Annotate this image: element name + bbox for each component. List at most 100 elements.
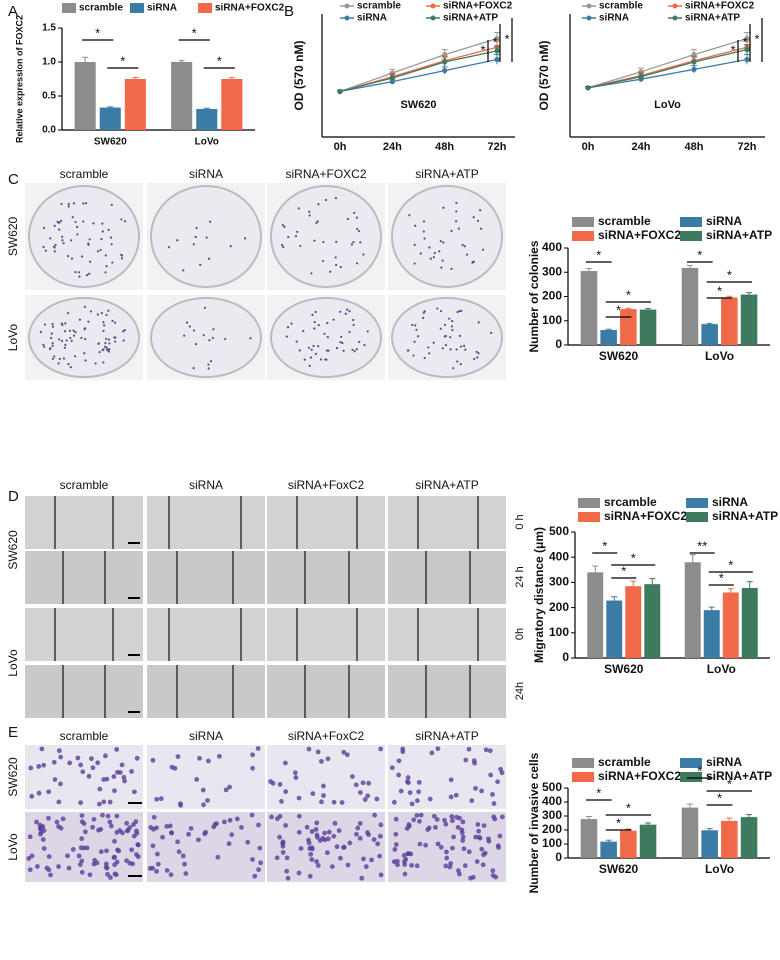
colony bbox=[195, 226, 198, 230]
y-axis-label: OD (570 nM) bbox=[292, 40, 306, 110]
bar bbox=[681, 807, 699, 858]
cell bbox=[435, 746, 441, 752]
cell bbox=[457, 815, 462, 821]
y-tick-label: 100 bbox=[542, 313, 562, 327]
cell bbox=[256, 822, 261, 828]
colony bbox=[114, 340, 117, 343]
cell bbox=[309, 829, 315, 834]
colony bbox=[428, 246, 431, 249]
colony bbox=[53, 355, 56, 358]
colony bbox=[51, 325, 55, 328]
colony bbox=[60, 202, 63, 206]
cell bbox=[130, 861, 136, 867]
cell bbox=[306, 746, 312, 752]
cell bbox=[150, 843, 156, 849]
cell bbox=[52, 777, 58, 782]
colony bbox=[442, 206, 445, 209]
colony bbox=[307, 346, 310, 349]
cell bbox=[56, 824, 61, 829]
cell bbox=[80, 769, 86, 775]
cell bbox=[314, 859, 319, 864]
cell bbox=[497, 833, 503, 839]
cell bbox=[164, 867, 170, 873]
cell bbox=[48, 872, 53, 878]
colony bbox=[414, 224, 417, 227]
cell bbox=[186, 831, 191, 837]
cell bbox=[135, 842, 141, 848]
colony bbox=[457, 227, 460, 230]
colony bbox=[294, 235, 298, 238]
cell bbox=[158, 796, 164, 802]
colony bbox=[356, 227, 359, 231]
cell bbox=[355, 825, 361, 831]
cell bbox=[283, 823, 289, 828]
colony bbox=[94, 362, 97, 365]
time-label: 0h bbox=[514, 628, 526, 640]
wound-photo bbox=[147, 608, 265, 661]
series-line bbox=[339, 58, 498, 93]
colony bbox=[362, 253, 365, 256]
cell bbox=[405, 775, 411, 780]
cell bbox=[167, 823, 173, 829]
colony bbox=[89, 260, 92, 263]
colony bbox=[442, 241, 445, 244]
cell bbox=[70, 847, 76, 852]
cell bbox=[483, 747, 489, 753]
column-header: siRNA+ATP bbox=[415, 729, 478, 743]
colony bbox=[451, 319, 454, 323]
y-tick-label: 0.0 bbox=[42, 125, 56, 136]
cell bbox=[456, 868, 461, 874]
x-tick-label: LoVo bbox=[707, 662, 736, 676]
cell bbox=[296, 795, 302, 801]
colony bbox=[449, 336, 452, 339]
cell bbox=[111, 774, 117, 779]
colony bbox=[208, 339, 211, 342]
cell bbox=[216, 753, 222, 759]
cell bbox=[461, 846, 467, 852]
cell bbox=[114, 859, 120, 865]
colony bbox=[450, 229, 453, 232]
colony bbox=[104, 342, 107, 345]
colony bbox=[80, 336, 83, 340]
legend-label: siRNA+ATP bbox=[706, 228, 772, 242]
colony bbox=[355, 262, 359, 265]
colony bbox=[229, 245, 232, 248]
bar bbox=[721, 297, 738, 345]
colony bbox=[348, 330, 351, 334]
cell bbox=[372, 812, 378, 818]
cell bbox=[56, 748, 62, 754]
cell bbox=[78, 800, 84, 806]
transwell-photo bbox=[147, 745, 265, 809]
cell bbox=[215, 854, 221, 860]
cell bbox=[202, 831, 208, 837]
colony bbox=[42, 343, 45, 346]
x-tick-label: SW620 bbox=[599, 862, 639, 876]
colony bbox=[176, 239, 179, 242]
significance-label: * bbox=[742, 34, 747, 49]
cell bbox=[182, 861, 187, 867]
cell bbox=[151, 814, 157, 820]
colony bbox=[439, 327, 442, 330]
colony bbox=[77, 271, 81, 274]
colony bbox=[82, 220, 85, 223]
cell bbox=[466, 849, 472, 855]
legend-swatch bbox=[572, 758, 594, 768]
cell bbox=[132, 789, 137, 795]
y-tick-label: 400 bbox=[542, 794, 562, 808]
colony bbox=[63, 346, 66, 349]
colony bbox=[436, 307, 439, 310]
colony bbox=[207, 257, 211, 260]
legend-swatch bbox=[686, 512, 708, 522]
cell bbox=[490, 868, 496, 874]
cell bbox=[490, 873, 496, 878]
legend-swatch bbox=[430, 3, 436, 9]
cell bbox=[46, 867, 52, 873]
colony bbox=[475, 350, 478, 354]
significance-label: * bbox=[616, 815, 621, 830]
legend-label: siRNA+FOXC2 bbox=[215, 3, 285, 14]
x-tick-label: LoVo bbox=[195, 137, 219, 148]
colony bbox=[348, 310, 351, 313]
significance-label: * bbox=[626, 800, 631, 815]
cell bbox=[444, 855, 450, 861]
colony bbox=[308, 214, 311, 217]
